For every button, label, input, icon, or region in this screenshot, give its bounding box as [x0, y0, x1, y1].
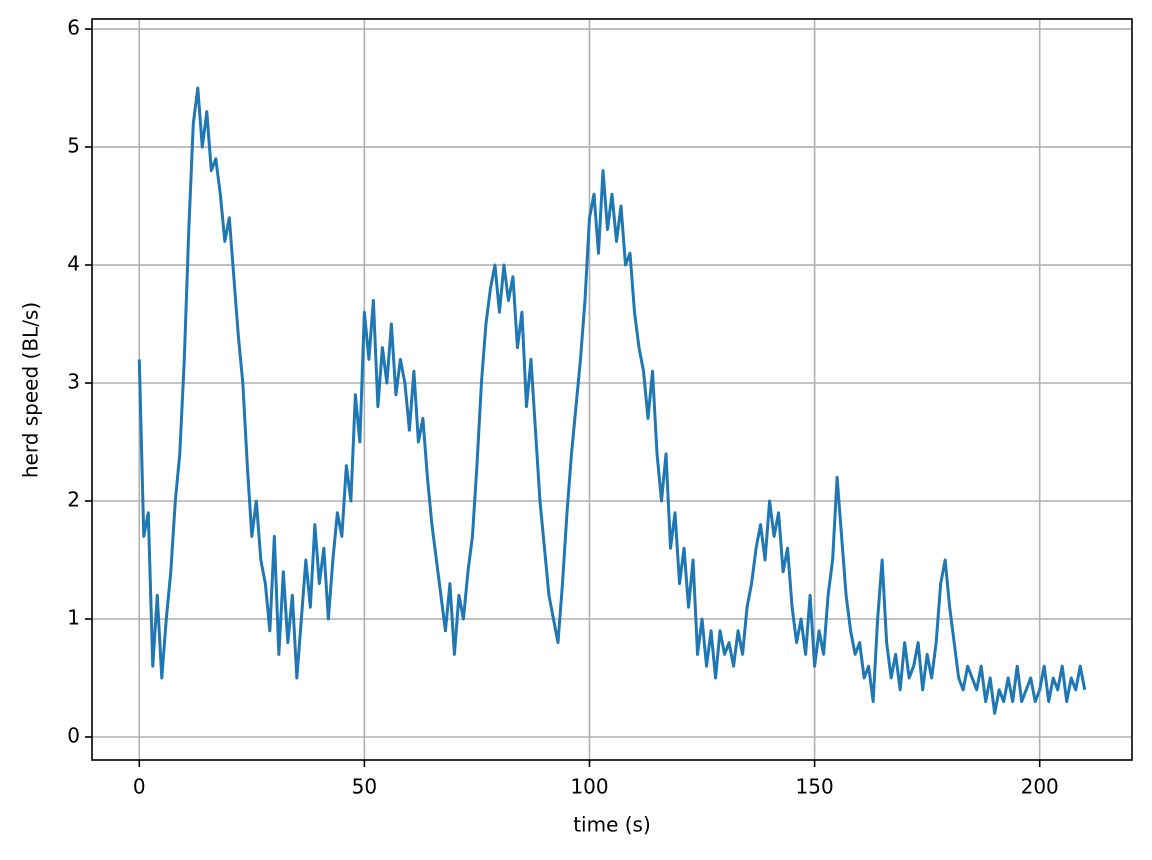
- y-tick-label: 2: [67, 488, 80, 512]
- x-tick-label: 150: [796, 775, 834, 799]
- x-tick-label: 50: [352, 775, 377, 799]
- x-tick-label: 0: [133, 775, 146, 799]
- y-tick-label: 5: [67, 134, 80, 158]
- y-tick-label: 3: [67, 370, 80, 394]
- y-tick-label: 1: [67, 605, 80, 629]
- y-tick-label: 4: [67, 252, 80, 276]
- plot-frame: [91, 18, 1133, 761]
- x-axis-label: time (s): [573, 813, 651, 837]
- x-tick-label: 100: [570, 775, 608, 799]
- y-tick-label: 0: [67, 723, 80, 747]
- y-tick-label: 6: [67, 16, 80, 40]
- y-axis-label: herd speed (BL/s): [19, 302, 43, 478]
- x-tick-label: 200: [1021, 775, 1059, 799]
- data-line: [137, 86, 1087, 715]
